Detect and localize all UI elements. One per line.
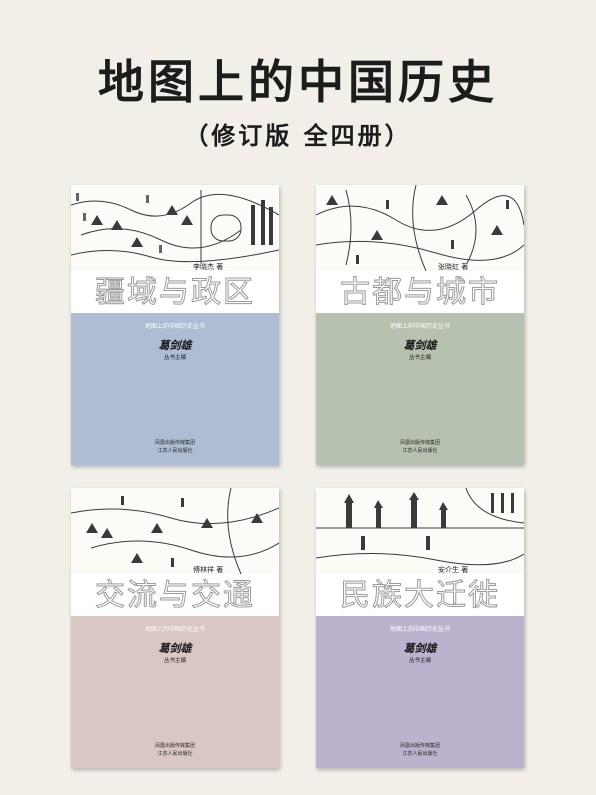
book-author: 李晓杰 著 <box>191 263 226 272</box>
editor-signature: 葛剑雄 <box>158 339 192 352</box>
editor-label: 丛书主编 <box>408 658 431 664</box>
publisher-group: 凤凰出版传媒集团 <box>154 440 195 446</box>
ancient-map-image <box>71 190 279 265</box>
map-illustration <box>316 185 524 271</box>
editor-label: 丛书主编 <box>163 355 186 361</box>
book-cover-2[interactable]: 张晓虹 著 古都与城市 地图上的中国历史丛书 葛剑雄 丛书主编 凤凰出版传媒集团… <box>316 185 524 465</box>
publisher-name: 江苏人民出版社 <box>402 751 438 757</box>
editor-signature: 葛剑雄 <box>403 642 437 655</box>
page-subtitle: （修订版 全四册） <box>184 121 412 150</box>
ancient-map-image <box>71 488 279 574</box>
book-title: 古都与城市 <box>316 273 524 313</box>
publisher-group: 凤凰出版传媒集团 <box>154 743 195 749</box>
book-title: 交流与交通 <box>71 576 279 616</box>
ancient-map-image <box>316 185 524 271</box>
publisher-group: 凤凰出版传媒集团 <box>399 743 440 749</box>
editor-signature: 葛剑雄 <box>158 642 192 655</box>
series-name: 地图上的中国历史丛书 <box>389 626 450 633</box>
book-title: 民族大迁徙 <box>316 576 524 616</box>
book-author: 傅林祥 著 <box>191 566 226 575</box>
cover-color-block: 地图上的中国历史丛书 葛剑雄 丛书主编 凤凰出版传媒集团 江苏人民出版社 <box>71 313 279 465</box>
cover-color-block: 地图上的中国历史丛书 葛剑雄 丛书主编 凤凰出版传媒集团 江苏人民出版社 <box>316 313 524 465</box>
series-name: 地图上的中国历史丛书 <box>144 323 205 330</box>
book-cover-3[interactable]: 傅林祥 著 交流与交通 地图上的中国历史丛书 葛剑雄 丛书主编 凤凰出版传媒集团… <box>71 488 279 768</box>
book-cover-1[interactable]: 李晓杰 著 疆域与政区 地图上的中国历史丛书 葛剑雄 丛书主编 凤凰出版传媒集团… <box>71 185 279 465</box>
map-illustration <box>316 488 524 574</box>
series-name: 地图上的中国历史丛书 <box>144 626 205 633</box>
editor-label: 丛书主编 <box>163 658 186 664</box>
editor-label: 丛书主编 <box>408 355 431 361</box>
map-illustration <box>71 185 279 271</box>
publisher-group: 凤凰出版传媒集团 <box>399 440 440 446</box>
map-illustration <box>71 488 279 574</box>
editor-signature: 葛剑雄 <box>403 339 437 352</box>
publisher-name: 江苏人民出版社 <box>157 751 193 757</box>
book-title: 疆域与政区 <box>71 273 279 313</box>
page-title: 地图上的中国历史 <box>98 55 498 109</box>
series-name: 地图上的中国历史丛书 <box>389 323 450 330</box>
book-author: 安介生 著 <box>436 566 471 575</box>
ancient-map-image <box>316 488 524 566</box>
publisher-name: 江苏人民出版社 <box>157 448 193 454</box>
publisher-name: 江苏人民出版社 <box>402 448 438 454</box>
cover-color-block: 地图上的中国历史丛书 葛剑雄 丛书主编 凤凰出版传媒集团 江苏人民出版社 <box>71 616 279 768</box>
cover-color-block: 地图上的中国历史丛书 葛剑雄 丛书主编 凤凰出版传媒集团 江苏人民出版社 <box>316 616 524 768</box>
book-cover-4[interactable]: 安介生 著 民族大迁徙 地图上的中国历史丛书 葛剑雄 丛书主编 凤凰出版传媒集团… <box>316 488 524 768</box>
book-author: 张晓虹 著 <box>436 263 471 272</box>
